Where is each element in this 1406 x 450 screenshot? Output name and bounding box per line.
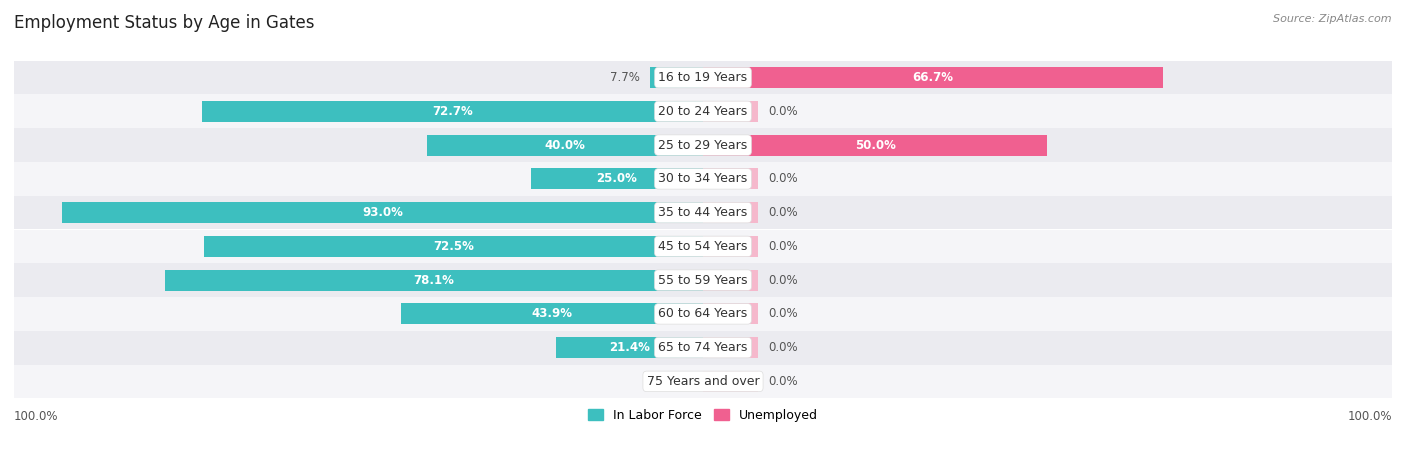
Text: 100.0%: 100.0% <box>1347 410 1392 423</box>
Bar <box>703 135 1047 156</box>
Bar <box>204 236 703 257</box>
Bar <box>202 101 703 122</box>
Bar <box>650 67 703 88</box>
Bar <box>165 270 703 291</box>
Text: 65 to 74 Years: 65 to 74 Years <box>658 341 748 354</box>
Text: 25.0%: 25.0% <box>596 172 637 185</box>
Text: 78.1%: 78.1% <box>413 274 454 287</box>
Bar <box>703 303 758 324</box>
Text: 20 to 24 Years: 20 to 24 Years <box>658 105 748 118</box>
Text: Source: ZipAtlas.com: Source: ZipAtlas.com <box>1274 14 1392 23</box>
Bar <box>14 297 1392 331</box>
Text: 0.0%: 0.0% <box>769 105 799 118</box>
Bar <box>703 101 758 122</box>
Text: 75 Years and over: 75 Years and over <box>647 375 759 388</box>
Bar <box>427 135 703 156</box>
Bar <box>555 337 703 358</box>
Bar <box>14 94 1392 128</box>
Text: 45 to 54 Years: 45 to 54 Years <box>658 240 748 253</box>
Text: 60 to 64 Years: 60 to 64 Years <box>658 307 748 320</box>
Text: 21.4%: 21.4% <box>609 341 650 354</box>
Text: 7.7%: 7.7% <box>610 71 640 84</box>
Bar <box>703 168 758 189</box>
Bar <box>531 168 703 189</box>
Text: 55 to 59 Years: 55 to 59 Years <box>658 274 748 287</box>
Text: 0.0%: 0.0% <box>769 375 799 388</box>
Legend: In Labor Force, Unemployed: In Labor Force, Unemployed <box>583 404 823 427</box>
Text: 30 to 34 Years: 30 to 34 Years <box>658 172 748 185</box>
Text: 43.9%: 43.9% <box>531 307 572 320</box>
Bar <box>703 236 758 257</box>
Bar <box>14 230 1392 263</box>
Bar <box>14 364 1392 398</box>
Text: 25 to 29 Years: 25 to 29 Years <box>658 139 748 152</box>
Text: 72.7%: 72.7% <box>432 105 472 118</box>
Bar <box>14 196 1392 230</box>
Text: 0.0%: 0.0% <box>769 240 799 253</box>
Bar <box>703 337 758 358</box>
Text: 16 to 19 Years: 16 to 19 Years <box>658 71 748 84</box>
Bar <box>14 263 1392 297</box>
Bar <box>62 202 703 223</box>
Bar <box>14 61 1392 94</box>
Text: 0.0%: 0.0% <box>769 341 799 354</box>
Bar <box>703 202 758 223</box>
Bar <box>401 303 703 324</box>
Text: 0.0%: 0.0% <box>769 274 799 287</box>
Text: 50.0%: 50.0% <box>855 139 896 152</box>
Text: Employment Status by Age in Gates: Employment Status by Age in Gates <box>14 14 315 32</box>
Bar <box>14 331 1392 364</box>
Text: 0.0%: 0.0% <box>769 206 799 219</box>
Text: 93.0%: 93.0% <box>363 206 404 219</box>
Text: 66.7%: 66.7% <box>912 71 953 84</box>
Bar <box>14 162 1392 196</box>
Text: 35 to 44 Years: 35 to 44 Years <box>658 206 748 219</box>
Bar <box>14 128 1392 162</box>
Text: 0.0%: 0.0% <box>769 307 799 320</box>
Bar <box>703 270 758 291</box>
Text: 72.5%: 72.5% <box>433 240 474 253</box>
Bar <box>703 67 1163 88</box>
Text: 0.0%: 0.0% <box>659 375 689 388</box>
Text: 0.0%: 0.0% <box>769 172 799 185</box>
Text: 40.0%: 40.0% <box>544 139 586 152</box>
Text: 100.0%: 100.0% <box>14 410 59 423</box>
Bar <box>703 371 758 392</box>
